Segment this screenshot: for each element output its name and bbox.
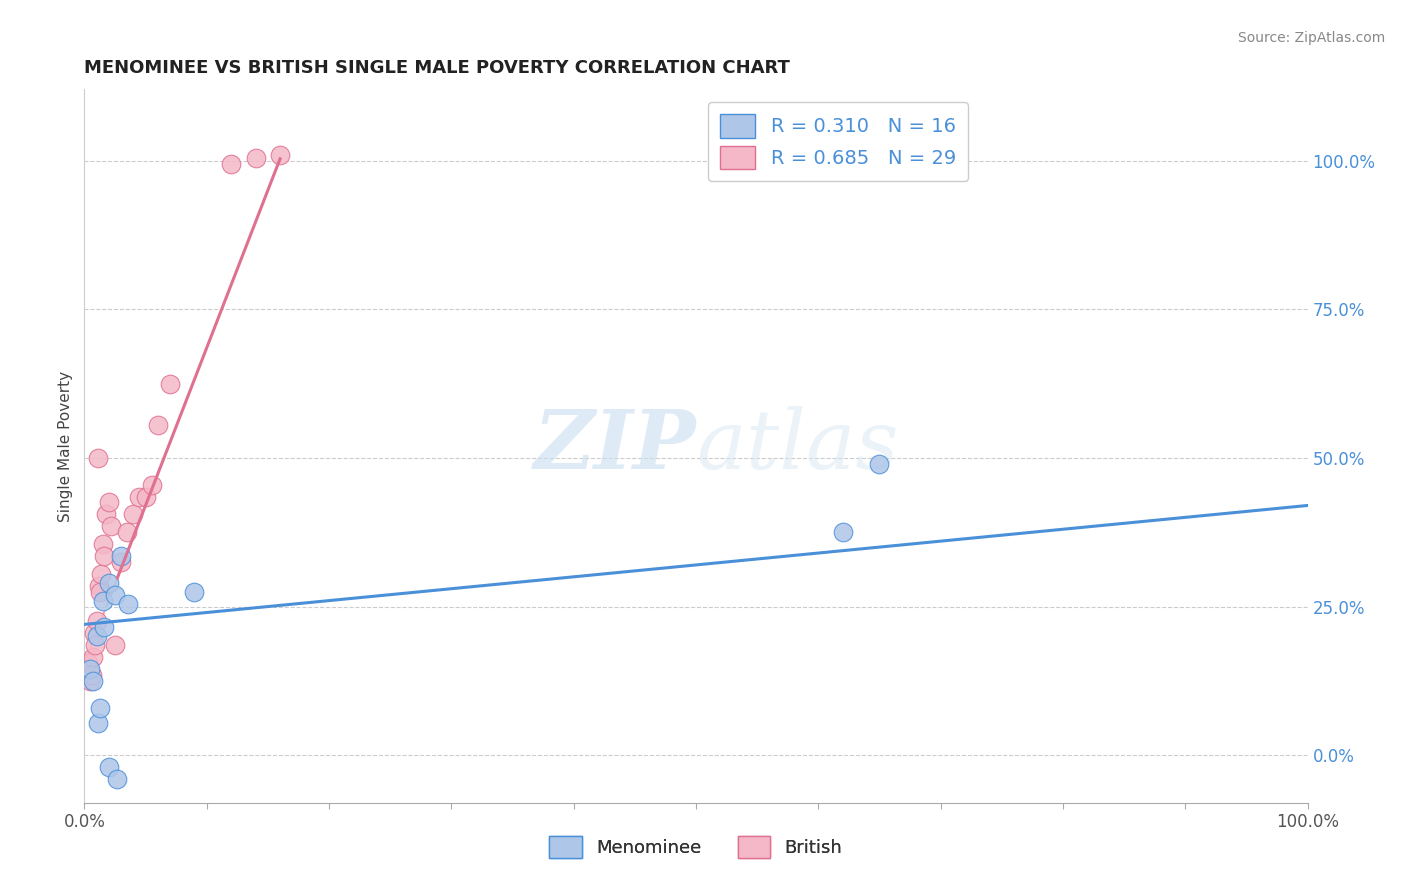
Point [245,151,267,165]
Point [73,665,96,679]
Point [117,597,139,611]
Point [115,525,138,540]
Point [89,584,111,599]
Point [86,615,108,629]
Point [77,656,100,670]
Point [869,457,891,471]
Text: ZIP: ZIP [533,406,696,486]
Point [104,638,127,652]
Point [86,629,108,643]
Text: atlas: atlas [696,406,898,486]
Point [91,537,114,551]
Point [110,549,132,563]
Text: Source: ZipAtlas.com: Source: ZipAtlas.com [1237,31,1385,45]
Point [269,147,291,161]
Point [90,566,112,581]
Legend: Menominee, British: Menominee, British [543,829,849,865]
Point [83,626,105,640]
Point [146,418,169,433]
Point [87,450,110,465]
Y-axis label: Single Male Poverty: Single Male Poverty [58,370,73,522]
Point [82,673,104,688]
Point [93,620,115,634]
Point [96,508,118,522]
Point [89,700,111,714]
Point [110,555,132,569]
Point [97,495,120,509]
Point [97,575,120,590]
Point [93,549,115,563]
Point [135,490,157,504]
Point [183,584,205,599]
Point [104,588,127,602]
Text: MENOMINEE VS BRITISH SINGLE MALE POVERTY CORRELATION CHART: MENOMINEE VS BRITISH SINGLE MALE POVERTY… [84,59,790,77]
Point [80,668,103,682]
Point [91,593,114,607]
Point [79,662,101,676]
Point [159,376,181,391]
Point [831,525,853,540]
Point [105,772,128,786]
Point [87,715,110,730]
Point [82,650,104,665]
Point [97,760,120,774]
Point [141,477,163,491]
Point [219,156,242,170]
Point [122,508,145,522]
Point [128,490,150,504]
Point [79,673,101,688]
Point [84,638,107,652]
Point [100,519,122,533]
Point [87,579,110,593]
